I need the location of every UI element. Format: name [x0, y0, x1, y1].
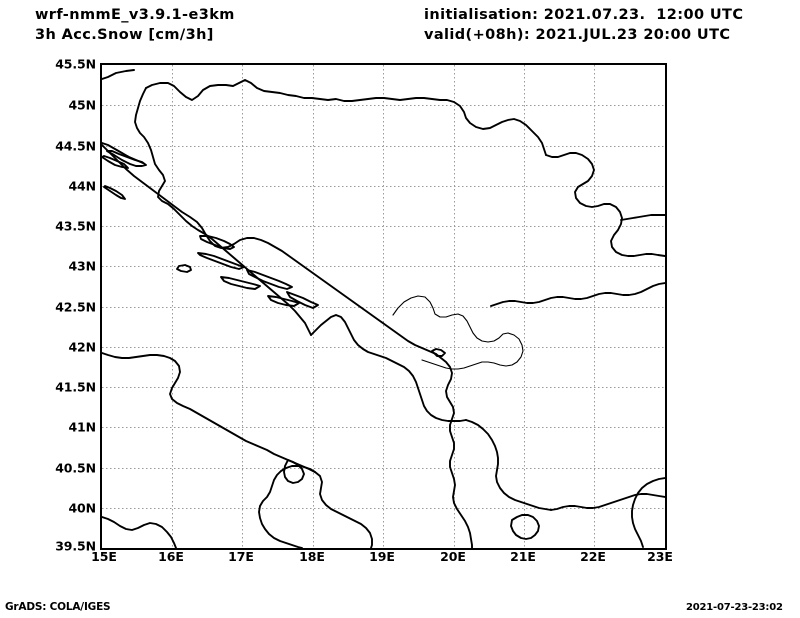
header-left-block: wrf-nmmE_v3.9.1-e3km 3h Acc.Snow [cm/3h] — [35, 5, 235, 45]
map-plot-frame[interactable] — [100, 63, 667, 550]
island-brac — [220, 276, 261, 290]
coastline-gargano-apulia — [258, 465, 316, 548]
gridline-vertical-20E — [454, 65, 455, 548]
border-kosovo — [392, 295, 524, 370]
y-axis-label-45.5N: 45.5N — [55, 56, 96, 72]
gridline-horizontal-43.5N — [102, 226, 665, 227]
island-dugi-otok — [199, 235, 235, 250]
island-korcula — [267, 295, 300, 307]
coastline-chalkidiki — [510, 514, 540, 540]
gridline-vertical-17E — [242, 65, 243, 548]
x-axis-label-15E: 15E — [91, 549, 117, 564]
coastline-manfredonia-bay — [283, 459, 305, 484]
coastline-krk-island — [106, 150, 147, 167]
y-axis-label-41.5N: 41.5N — [55, 379, 96, 395]
x-axis-label-21E: 21E — [510, 549, 536, 564]
gridline-vertical-22E — [594, 65, 595, 548]
coastline-italy-southwest — [102, 516, 177, 548]
border-croatia-west-bosnia — [134, 87, 312, 336]
island-kornati — [197, 252, 245, 270]
gridline-vertical-19E — [383, 65, 384, 548]
gridline-vertical-21E — [524, 65, 525, 548]
y-axis-label-42N: 42N — [68, 339, 96, 355]
valid-time: valid(+08h): 2021.JUL.23 20:00 UTC — [424, 27, 731, 43]
island-vis — [176, 264, 192, 273]
coastline-montenegro-albania — [435, 353, 473, 548]
coastline-italy-adriatic — [102, 352, 373, 548]
y-axis-label-44N: 44N — [68, 178, 96, 194]
border-serbia-romania — [545, 152, 665, 257]
border-greece-north — [550, 493, 665, 511]
gridline-vertical-18E — [313, 65, 314, 548]
gridline-vertical-16E — [172, 65, 173, 548]
coastline-boka-kotorska — [431, 348, 446, 357]
grads-credit: GrADS: COLA/IGES — [5, 601, 111, 613]
y-axis-label-45N: 45N — [68, 97, 96, 113]
header-right-block: initialisation: 2021.07.23. 12:00 UTC va… — [424, 5, 743, 45]
island-hvar — [246, 269, 293, 290]
gridline-horizontal-43N — [102, 266, 665, 267]
coastline-cres-island — [102, 155, 129, 169]
x-axis-label-19E: 19E — [369, 549, 395, 564]
x-axis-label-16E: 16E — [158, 549, 184, 564]
border-bulgaria-north — [620, 214, 665, 221]
border-albania-macedonia — [465, 419, 552, 511]
x-axis-label-18E: 18E — [299, 549, 325, 564]
gridline-horizontal-40.5N — [102, 468, 665, 469]
border-montenegro-serbia — [310, 314, 467, 422]
gridline-horizontal-42.5N — [102, 307, 665, 308]
gridline-horizontal-42N — [102, 347, 665, 348]
coastline-dalmatia-mainland — [102, 144, 437, 355]
render-timestamp: 2021-07-23-23:02 — [686, 602, 783, 613]
y-axis-label-40.5N: 40.5N — [55, 460, 96, 476]
y-axis-label-43.5N: 43.5N — [55, 218, 96, 234]
y-axis-label-42.5N: 42.5N — [55, 299, 96, 315]
initialisation-time: initialisation: 2021.07.23. 12:00 UTC — [424, 7, 744, 23]
gridline-horizontal-44.5N — [102, 146, 665, 147]
gridline-horizontal-41N — [102, 427, 665, 428]
x-axis-label-20E: 20E — [440, 549, 466, 564]
map-plot-area[interactable] — [102, 65, 665, 548]
island-peljesac — [286, 291, 319, 309]
x-axis-label-22E: 22E — [580, 549, 606, 564]
y-axis-label-43N: 43N — [68, 258, 96, 274]
x-axis-label-23E: 23E — [647, 549, 673, 564]
gridline-horizontal-44N — [102, 186, 665, 187]
y-axis-label-44.5N: 44.5N — [55, 138, 96, 154]
coastline-croatia-bosnia-sava — [102, 69, 547, 156]
field-title: 3h Acc.Snow [cm/3h] — [35, 27, 214, 43]
coastline-and-borders-layer — [102, 69, 665, 548]
gridline-horizontal-45N — [102, 105, 665, 106]
coastline-rab-island — [103, 185, 126, 200]
y-axis-label-41N: 41N — [68, 419, 96, 435]
border-bulgaria-macedonia — [490, 282, 665, 307]
gridline-horizontal-41.5N — [102, 387, 665, 388]
y-axis-label-40N: 40N — [68, 500, 96, 516]
model-title: wrf-nmmE_v3.9.1-e3km — [35, 7, 235, 23]
x-axis-label-17E: 17E — [228, 549, 254, 564]
gridline-horizontal-40N — [102, 508, 665, 509]
y-axis-label-39.5N: 39.5N — [55, 538, 96, 554]
coastline-aegean-east — [631, 477, 665, 548]
